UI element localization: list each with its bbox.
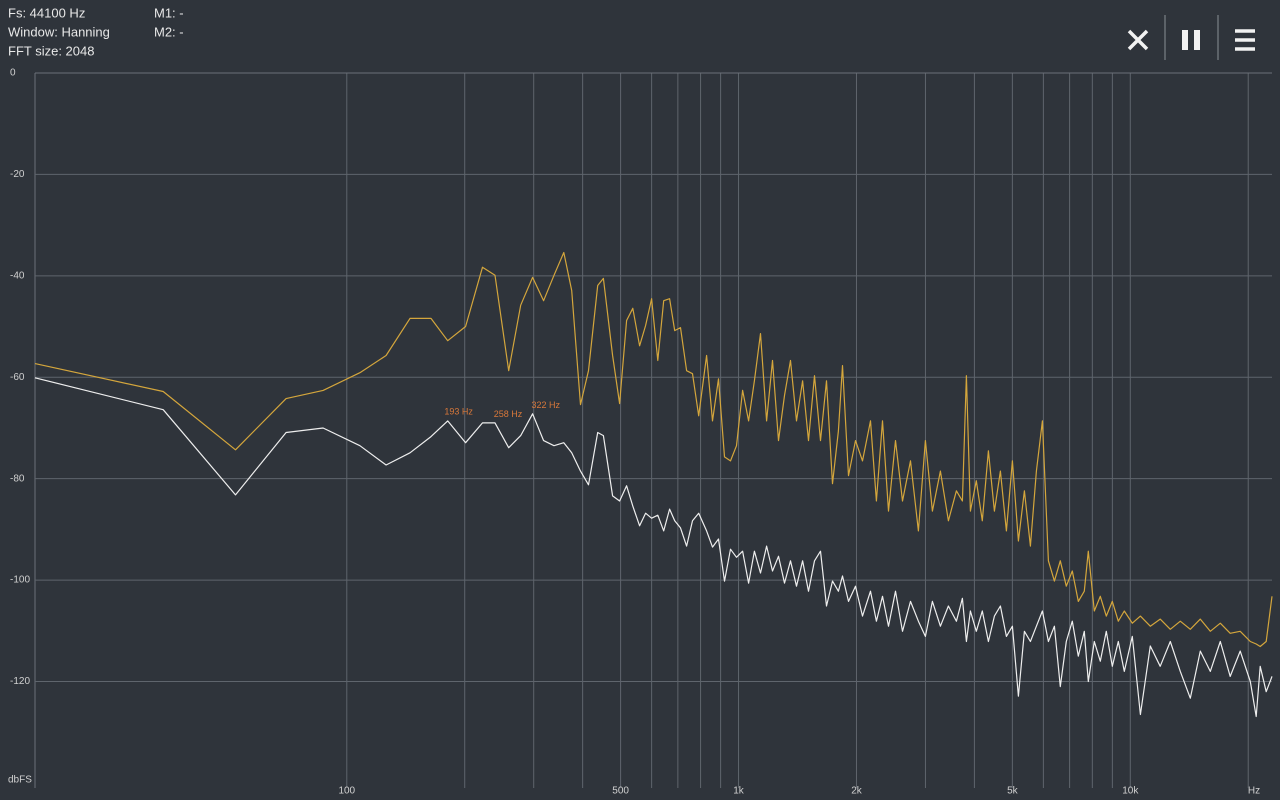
y-tick-label: -80 xyxy=(10,473,25,484)
x-tick-label: 500 xyxy=(612,786,629,797)
x-axis-label: Hz xyxy=(1248,786,1260,797)
peak-label: 193 Hz xyxy=(444,407,473,417)
pause-hit[interactable] xyxy=(1168,18,1214,62)
spectrum-line xyxy=(34,377,1273,718)
y-tick-label: -100 xyxy=(10,575,30,586)
menu-button[interactable] xyxy=(1222,18,1268,62)
y-tick-label: -20 xyxy=(10,169,25,180)
x-tick-label: 5k xyxy=(1007,786,1019,797)
pause-bar xyxy=(1182,30,1188,50)
peak-label: 258 Hz xyxy=(494,409,523,419)
peak-label: 322 Hz xyxy=(531,400,560,410)
pause-button[interactable] xyxy=(1168,18,1214,62)
fft-size: FFT size: 2048 xyxy=(8,43,94,58)
spectrum-plot: dbFS Hz 0 -20 -40 -60 -80 -100 -120 100 500 1k 2k 5… xyxy=(8,68,1273,797)
x-tick-label: 2k xyxy=(851,786,863,797)
y-tick-label: 0 xyxy=(10,68,16,79)
toolbar xyxy=(1115,15,1268,62)
x-tick-label: 1k xyxy=(733,786,745,797)
window-type: Window: Hanning xyxy=(8,24,110,39)
info-panel: Fs: 44100 Hz Window: Hanning FFT size: 2… xyxy=(8,5,184,58)
marker-1: M1: - xyxy=(154,5,184,20)
x-tick-label: 10k xyxy=(1122,786,1139,797)
y-tick-label: -120 xyxy=(10,676,30,687)
y-tick-label: -60 xyxy=(10,372,25,383)
marker-2: M2: - xyxy=(154,24,184,39)
close-button[interactable] xyxy=(1115,18,1161,62)
sample-rate: Fs: 44100 Hz xyxy=(8,5,85,20)
x-tick-label: 100 xyxy=(338,786,355,797)
menu-icon xyxy=(1235,29,1255,51)
pause-bar xyxy=(1194,30,1200,50)
y-tick-label: -40 xyxy=(10,270,25,281)
y-axis-label: dbFS xyxy=(8,775,32,786)
spectrum-line xyxy=(34,251,1273,648)
close-icon xyxy=(1127,29,1149,51)
